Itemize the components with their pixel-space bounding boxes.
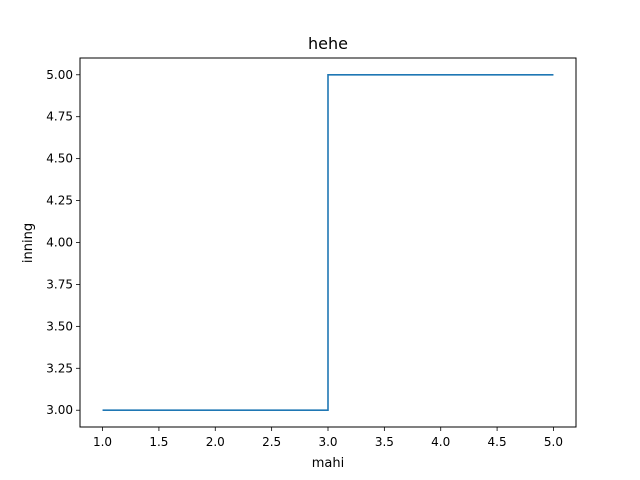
series-layer — [102, 73, 554, 412]
x-tick-label: 4.5 — [488, 435, 507, 449]
y-tick-label: 3.50 — [46, 319, 73, 333]
chart-title: hehe — [308, 34, 348, 53]
y-tick-label: 3.25 — [46, 361, 73, 375]
y-tick-label: 4.25 — [46, 194, 73, 208]
x-axis-label: mahi — [312, 456, 344, 471]
x-tick-label: 2.0 — [206, 435, 225, 449]
x-tick-label: 3.5 — [375, 435, 394, 449]
y-tick-label: 4.50 — [46, 152, 73, 166]
y-axis-label: inning — [21, 223, 36, 263]
y-tick-label: 5.00 — [46, 68, 73, 82]
x-tick-label: 1.5 — [149, 435, 168, 449]
x-tick-label: 1.0 — [93, 435, 112, 449]
x-tick-label: 2.5 — [262, 435, 281, 449]
y-tick-label: 4.75 — [46, 110, 73, 124]
x-tick-label: 4.0 — [431, 435, 450, 449]
plot-area: 1.0 1.5 2.0 2.5 3.0 3.5 4.0 4.5 5.0 3.00 3.25 3.50… — [46, 57, 577, 449]
y-axis-ticks: 3.00 3.25 3.50 3.75 4.00 4.25 4.50 4.75 5.00 — [46, 68, 80, 417]
x-axis-ticks: 1.0 1.5 2.0 2.5 3.0 3.5 4.0 4.5 5.0 — [93, 427, 563, 449]
y-tick-label: 3.00 — [46, 403, 73, 417]
x-tick-label: 3.0 — [318, 435, 337, 449]
x-tick-label: 5.0 — [544, 435, 563, 449]
series-line-0 — [102, 73, 554, 412]
y-tick-label: 3.75 — [46, 277, 73, 291]
y-tick-label: 4.00 — [46, 236, 73, 250]
